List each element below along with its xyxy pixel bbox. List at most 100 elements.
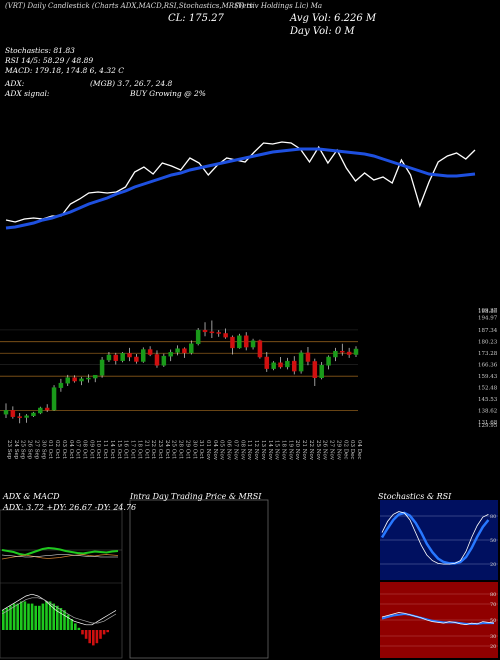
- stoch-d-line: [380, 511, 490, 565]
- stochastics-readout: Stochastics: 81.83: [5, 46, 75, 55]
- macd-histogram-bar: [102, 630, 106, 635]
- price-line: [5, 141, 476, 223]
- date-tick-label: 21 Oct: [143, 440, 149, 459]
- macd-histogram-bar: [52, 603, 55, 630]
- date-tick-label: 23 Sep: [6, 440, 12, 460]
- price-tick-label: 187.34: [478, 328, 498, 334]
- date-tick-label: 06 Nov: [226, 440, 232, 461]
- stoch-level-label: 50: [490, 538, 496, 544]
- candle-body: [10, 410, 16, 417]
- macd-histogram-bar: [77, 627, 81, 630]
- date-tick-label: 05 Nov: [219, 440, 225, 461]
- macd-histogram-bar: [12, 603, 16, 630]
- candle-body: [237, 335, 242, 349]
- header-company: (Vertiv Holdings Llc) Ma: [235, 2, 323, 10]
- candle-body: [319, 365, 324, 378]
- price-tick-label: 166.36: [478, 363, 498, 369]
- price-tick-label: 159.43: [478, 374, 498, 380]
- date-tick-label: 22 Oct: [150, 440, 156, 459]
- adx-macd-title: ADX & MACD: [3, 492, 60, 501]
- macd-histogram-bar: [70, 619, 73, 630]
- macd-histogram-bar: [74, 623, 77, 630]
- rsi-level-label: 50: [490, 618, 496, 624]
- macd-histogram-bar: [34, 605, 37, 630]
- candle-body: [92, 374, 98, 379]
- candle-body: [223, 333, 228, 338]
- candle-body: [189, 343, 194, 354]
- price-tick-label: 194.97: [478, 315, 498, 321]
- close-price: CL: 175.27: [168, 13, 224, 24]
- rsi-level-label: 70: [490, 602, 496, 608]
- candle-body: [202, 329, 208, 333]
- rsi-line: [381, 612, 495, 625]
- date-axis: 23 Sep 24 Sep 25 Sep 26 Sep 27 Sep 30 Sep 01 O…: [6, 440, 362, 461]
- date-tick-label: 18 Nov: [281, 440, 287, 461]
- candle-body: [65, 377, 71, 384]
- candle-body: [209, 331, 215, 334]
- macd-histogram-bar: [81, 630, 84, 635]
- macd-histogram-bar: [92, 630, 95, 646]
- date-tick-label: 25 Nov: [315, 440, 321, 461]
- macd-histogram-bar: [27, 603, 30, 630]
- price-tick-label: 180.23: [478, 340, 498, 346]
- date-tick-label: 10 Oct: [95, 440, 101, 459]
- macd-histogram-bar: [84, 630, 88, 639]
- intraday-panel: [129, 499, 269, 659]
- adx-macd-panel: [0, 509, 123, 659]
- date-tick-label: 02 Oct: [54, 440, 60, 459]
- date-tick-label: 08 Nov: [239, 440, 245, 461]
- day-volume: Day Vol: 0 M: [290, 26, 355, 37]
- candle-body: [168, 352, 173, 357]
- date-tick-label: 24 Sep: [13, 440, 19, 460]
- candle-body: [113, 354, 119, 361]
- macd-histogram-bar: [88, 630, 91, 644]
- macd-line: [1, 593, 117, 626]
- candle-body: [216, 332, 221, 334]
- candle-body: [264, 356, 270, 369]
- macd-histogram-bar: [2, 610, 5, 630]
- date-tick-label: 02 Dec: [342, 440, 348, 460]
- date-tick-label: 08 Oct: [81, 440, 87, 459]
- date-tick-label: 22 Nov: [308, 440, 314, 461]
- date-tick-label: 01 Oct: [47, 440, 53, 459]
- date-tick-label: 04 Oct: [68, 440, 74, 459]
- date-tick-label: 15 Oct: [116, 440, 122, 459]
- date-tick-label: 13 Nov: [260, 440, 266, 461]
- candle-body: [285, 360, 290, 368]
- date-tick-label: 24 Oct: [164, 440, 170, 459]
- macd-histogram-bar: [66, 614, 70, 630]
- candle-body: [79, 378, 84, 382]
- candle-body: [86, 377, 91, 380]
- candle-body: [278, 362, 283, 368]
- macd-readout: MACD: 179.18, 174.8 6, 4.32 C: [5, 66, 124, 75]
- candle-body: [250, 340, 256, 348]
- date-tick-label: 04 Dec: [356, 440, 362, 460]
- macd-histogram-bar: [56, 605, 59, 630]
- candle-body: [24, 415, 29, 418]
- adx-signal-value: BUY Growing @ 2%: [130, 89, 206, 98]
- date-tick-label: 25 Sep: [20, 440, 26, 460]
- candle-body: [44, 407, 50, 411]
- price-tick-label: 173.28: [478, 351, 498, 357]
- date-tick-label: 27 Sep: [33, 440, 39, 460]
- adx-line: [1, 554, 118, 558]
- macd-histogram-bar: [48, 601, 52, 630]
- price-tick-label: 198.80: [478, 309, 498, 315]
- date-tick-label: 31 Oct: [198, 440, 204, 459]
- date-tick-label: 01 Nov: [205, 440, 211, 461]
- candle-body: [154, 354, 160, 366]
- macd-histogram-bar: [59, 608, 63, 630]
- candle-body: [340, 350, 345, 353]
- candle-body: [3, 410, 9, 415]
- adx-signal-label: ADX signal:: [5, 89, 50, 98]
- macd-histogram-bar: [95, 630, 99, 644]
- date-tick-label: 28 Oct: [178, 440, 184, 459]
- candle-body: [58, 382, 64, 388]
- date-tick-label: 23 Oct: [157, 440, 163, 459]
- ma-overview-chart: [5, 141, 476, 230]
- date-tick-label: 21 Nov: [301, 440, 307, 461]
- header-title: (VRT) Daily Candlestick (Charts ADX,MACD…: [5, 2, 253, 10]
- candle-body: [120, 353, 125, 361]
- macd-histogram-bar: [9, 605, 12, 630]
